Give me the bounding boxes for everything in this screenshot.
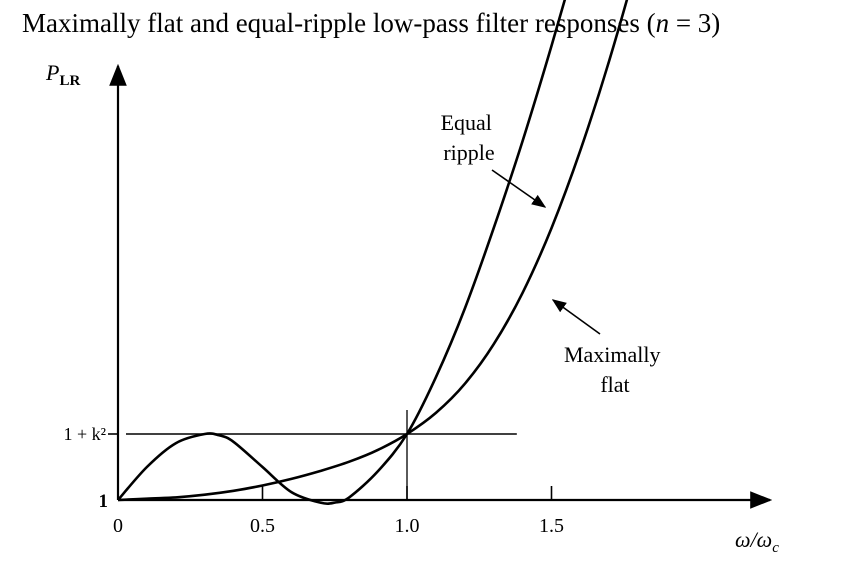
annotation-maximally-flat: Maximally flat	[564, 342, 666, 397]
title-main: Maximally flat and equal-ripple low-pass…	[22, 8, 656, 38]
x-tick-label-1.0: 1.0	[395, 515, 420, 537]
title-variable: n	[655, 8, 670, 38]
x-tick-label-0.5: 0.5	[250, 515, 275, 537]
y-mark-label-ripple: 1 + k²	[63, 424, 106, 444]
series-line-equal-ripple	[117, 0, 567, 505]
y-axis-label: PLR	[45, 60, 80, 89]
annotation-equal-ripple: Equal ripple	[441, 110, 498, 165]
title-rest: = 3)	[669, 8, 721, 38]
x-tick-label-1.5: 1.5	[539, 515, 564, 537]
x-tick-label-0: 0	[113, 515, 123, 537]
pointer-maximally-flat	[551, 299, 601, 335]
x-axis-label: ω/ωc	[735, 527, 779, 556]
y-mark-label-1: 1	[99, 491, 109, 512]
series-line-maximally-flat	[117, 0, 629, 502]
pointer-equal-ripple	[491, 169, 547, 208]
chart-title: Maximally flat and equal-ripple low-pass…	[22, 8, 720, 39]
